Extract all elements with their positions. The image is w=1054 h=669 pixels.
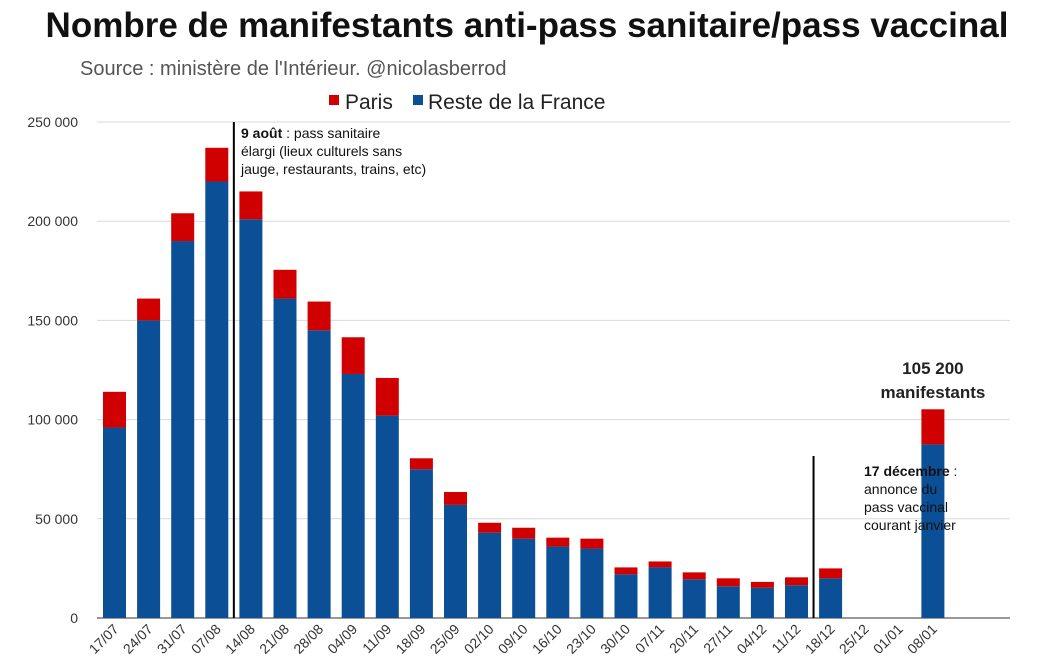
bar-paris	[716, 578, 740, 587]
x-tick-label: 07/11	[632, 621, 668, 657]
bar-paris	[614, 567, 638, 575]
chart-title: Nombre de manifestants anti-pass sanitai…	[45, 6, 1009, 45]
callout-line: manifestants	[880, 383, 985, 402]
bar-paris	[137, 298, 161, 321]
bar-paris	[273, 269, 297, 299]
x-tick-label: 25/12	[836, 621, 872, 657]
bar-reste-de-la-france	[648, 567, 672, 618]
annotation-line: :	[950, 463, 958, 479]
bar-paris	[580, 538, 604, 549]
bar-reste-de-la-france	[478, 532, 502, 618]
x-tick-label: 23/10	[563, 621, 599, 657]
x-tick-label: 07/08	[188, 621, 224, 657]
bar-paris	[341, 337, 365, 374]
y-tick-label: 250 000	[27, 114, 78, 130]
bar-paris	[819, 568, 843, 579]
bar-paris	[103, 391, 126, 428]
y-tick-label: 0	[70, 610, 78, 626]
callout-total: 105 200 manifestants	[880, 359, 985, 402]
x-tick-label: 28/08	[290, 621, 326, 657]
y-tick-label: 100 000	[27, 412, 78, 428]
bar-reste-de-la-france	[546, 546, 570, 618]
callout-line: 105 200	[902, 359, 963, 378]
x-tick-label: 24/07	[120, 621, 156, 657]
y-tick-label: 200 000	[27, 213, 78, 229]
chart-subtitle: Source : ministère de l'Intérieur. @nico…	[80, 58, 507, 80]
bar-paris	[546, 537, 570, 547]
bar-paris	[921, 409, 945, 445]
annotation-date: 17 décembre	[864, 463, 950, 479]
bar-paris	[239, 191, 263, 220]
annotation-line: pass vaccinal	[864, 499, 948, 515]
bar-reste-de-la-france	[137, 320, 161, 618]
bar-reste-de-la-france	[614, 574, 638, 618]
bar-paris	[785, 577, 808, 586]
x-tick-label: 04/12	[733, 621, 769, 657]
bar-paris	[682, 572, 706, 580]
annotation-line: jauge, restaurants, trains, etc)	[240, 161, 426, 177]
x-tick-label: 30/10	[597, 621, 633, 657]
bar-reste-de-la-france	[239, 219, 263, 618]
bar-paris	[478, 522, 502, 533]
bar-paris	[648, 561, 672, 568]
x-tick-label: 27/11	[700, 621, 736, 657]
y-tick-label: 50 000	[35, 511, 78, 527]
x-tick-label: 18/09	[392, 621, 428, 657]
x-tick-label: 21/08	[256, 621, 292, 657]
annotation-text-9-aout: 9 août : pass sanitaire élargi (lieux cul…	[240, 125, 426, 177]
annotation-line: annonce du	[864, 481, 937, 497]
x-tick-label: 18/12	[802, 621, 838, 657]
y-tick-label: 150 000	[27, 312, 78, 328]
bar-reste-de-la-france	[580, 548, 604, 618]
bar-paris	[409, 458, 433, 470]
bar-reste-de-la-france	[341, 373, 365, 618]
legend-swatch-paris	[329, 95, 339, 105]
x-tick-label: 01/01	[870, 621, 906, 657]
x-tick-label: 09/10	[495, 621, 531, 657]
x-tick-label: 25/09	[427, 621, 463, 657]
bar-paris	[750, 581, 774, 588]
x-tick-label: 11/12	[768, 621, 804, 657]
annotation-line: élargi (lieux culturels sans	[241, 143, 402, 159]
bar-paris	[171, 213, 195, 242]
annotation-line: courant janvier	[864, 517, 956, 533]
x-tick-label: 08/01	[904, 621, 940, 657]
bar-paris	[375, 377, 399, 416]
annotation-date: 9 août	[241, 125, 283, 141]
bar-reste-de-la-france	[785, 585, 808, 618]
annotation-line: : pass sanitaire	[282, 125, 380, 141]
bar-paris	[205, 147, 229, 182]
bar-paris	[307, 301, 331, 331]
x-tick-label: 16/10	[529, 621, 565, 657]
annotation-text-17-decembre: 17 décembre : annonce du pass vaccinal cour…	[864, 463, 957, 533]
bar-reste-de-la-france	[307, 330, 331, 618]
bar-reste-de-la-france	[171, 241, 195, 619]
bar-paris	[512, 527, 536, 539]
bar-reste-de-la-france	[103, 427, 126, 618]
legend-label-reste-de-la-france: Reste de la France	[428, 91, 605, 114]
bar-reste-de-la-france	[716, 586, 740, 618]
bar-paris	[444, 492, 467, 505]
bar-reste-de-la-france	[682, 579, 706, 618]
bar-reste-de-la-france	[205, 181, 229, 618]
bar-reste-de-la-france	[819, 578, 843, 618]
bar-reste-de-la-france	[750, 587, 774, 618]
x-tick-label: 14/08	[222, 621, 258, 657]
x-tick-label: 02/10	[461, 621, 497, 657]
bar-reste-de-la-france	[409, 469, 433, 618]
x-tick-label: 04/09	[324, 621, 360, 657]
x-tick-label: 31/07	[154, 621, 190, 657]
x-tick-label: 20/11	[666, 621, 702, 657]
bar-reste-de-la-france	[512, 538, 536, 618]
x-tick-label: 11/09	[359, 621, 395, 657]
legend-label-paris: Paris	[345, 91, 393, 114]
bar-reste-de-la-france	[375, 415, 399, 618]
bar-reste-de-la-france	[273, 298, 297, 618]
bar-reste-de-la-france	[921, 444, 945, 618]
bar-reste-de-la-france	[444, 504, 467, 618]
x-tick-label: 17/07	[86, 621, 122, 657]
legend-swatch-reste-de-la-france	[413, 95, 423, 105]
